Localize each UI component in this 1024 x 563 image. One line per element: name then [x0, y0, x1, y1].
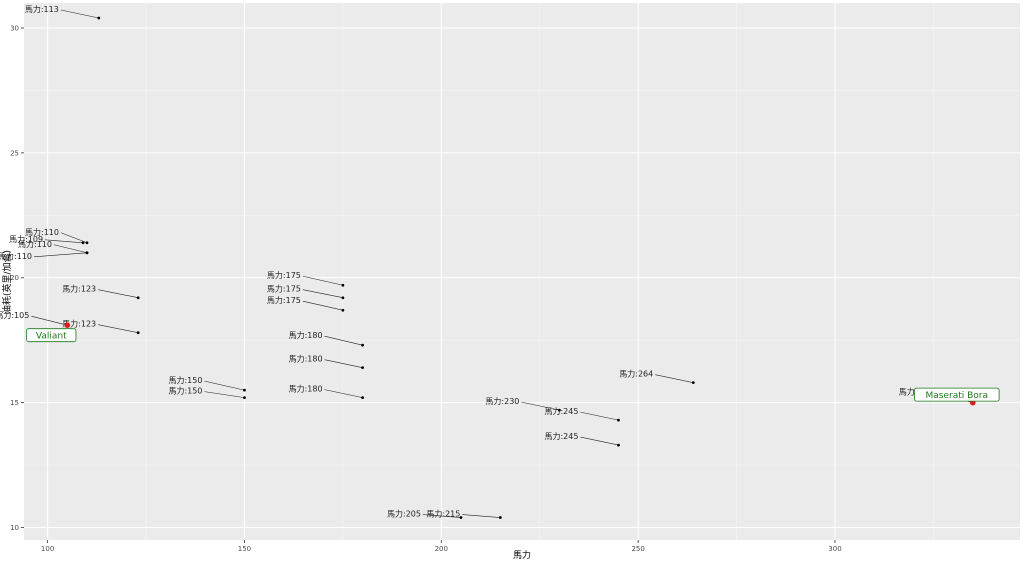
- data-point: [81, 241, 85, 245]
- highlighted-points: Valiant Maserati Bora: [26, 322, 1000, 406]
- point-label: 馬力:110: [25, 227, 59, 237]
- highlight-label: Maserati Bora: [926, 391, 989, 401]
- x-tick-label: 250: [631, 545, 644, 553]
- point-label: 馬力:215: [426, 509, 460, 519]
- point-label: 馬力:205: [387, 509, 421, 519]
- y-tick-label: 10: [10, 524, 19, 532]
- label-connector: [302, 275, 343, 286]
- point-label: 馬力:180: [289, 330, 323, 340]
- x-tick-label: 200: [435, 545, 448, 553]
- highlight-label: Valiant: [36, 331, 67, 341]
- point-labels: 馬力:113馬力:109馬力:110馬力:110馬力:110馬力:123馬力:1…: [0, 4, 933, 519]
- point-label: 馬力:123: [62, 319, 96, 329]
- label-connector: [204, 391, 245, 398]
- y-axis-title: 油耗(英里/加侖): [1, 250, 13, 314]
- data-point: [136, 331, 140, 335]
- point-label: 馬力:230: [485, 396, 519, 406]
- point-label: 馬力:180: [289, 354, 323, 364]
- label-connector: [324, 335, 363, 346]
- data-point: [691, 381, 695, 385]
- y-tick-label: 20: [10, 274, 19, 282]
- data-point: [557, 408, 561, 412]
- y-tick-label: 15: [10, 399, 19, 407]
- grid-major: [24, 3, 1020, 540]
- data-point: [341, 308, 345, 312]
- label-connector: [60, 9, 99, 19]
- label-connector: [31, 315, 68, 326]
- label-connector: [302, 289, 343, 299]
- label-connector: [53, 244, 88, 254]
- x-tick-label: 100: [41, 545, 54, 553]
- data-point: [498, 516, 502, 519]
- label-connector: [33, 252, 88, 258]
- point-label: 馬力:113: [25, 4, 59, 14]
- label-connector: [521, 401, 560, 411]
- point-label: 馬力:264: [619, 369, 653, 379]
- highlight-point: [64, 322, 71, 329]
- data-point: [97, 16, 101, 20]
- panel-background: [24, 3, 1020, 540]
- x-tick-label: 150: [238, 545, 251, 553]
- point-label: 馬力:110: [0, 251, 32, 261]
- point-label: 馬力:150: [168, 375, 202, 385]
- label-connector: [580, 411, 619, 421]
- label-connector: [462, 514, 501, 518]
- y-axis-ticks: 10 15 20 25 30: [10, 24, 24, 532]
- data-point: [243, 396, 246, 400]
- y-tick-label: 30: [10, 24, 19, 32]
- point-label: 馬力:109: [9, 234, 43, 244]
- data-point: [459, 516, 463, 519]
- data-point: [617, 418, 620, 422]
- data-point: [361, 366, 364, 370]
- data-point: [361, 396, 364, 400]
- label-connector: [580, 436, 619, 446]
- label-connector: [98, 324, 139, 333]
- label-connector: [204, 380, 245, 391]
- y-tick-label: 25: [10, 149, 19, 157]
- highlight-label-box: [26, 328, 77, 343]
- point-label: 馬力:245: [544, 406, 578, 416]
- label-connector: [302, 300, 343, 311]
- data-point: [341, 296, 345, 300]
- data-point: [136, 296, 140, 300]
- point-label: 馬力:175: [267, 270, 301, 280]
- label-connectors: [31, 9, 973, 518]
- label-connector: [60, 232, 88, 244]
- label-connector: [422, 514, 462, 518]
- point-label: 馬力:150: [168, 386, 202, 396]
- point-label: 馬力:110: [18, 239, 52, 249]
- point-label: 馬力:180: [289, 384, 323, 394]
- x-axis-ticks: 100 150 200 250 300: [41, 540, 842, 553]
- point-label: 馬力:175: [267, 284, 301, 294]
- data-point: [361, 343, 364, 347]
- label-connector: [655, 374, 694, 383]
- x-tick-label: 300: [828, 545, 841, 553]
- label-connector: [98, 289, 139, 299]
- grid-minor: [24, 3, 1020, 540]
- data-point: [341, 283, 345, 287]
- label-connector: [324, 359, 363, 368]
- highlight-label-box: [914, 387, 1000, 402]
- data-point: [85, 251, 89, 255]
- point-label: 馬力:175: [267, 295, 301, 305]
- point-label: 馬力:105: [0, 310, 29, 320]
- data-point: [617, 443, 620, 447]
- data-point: [243, 388, 246, 392]
- point-label: 馬力:123: [62, 284, 96, 294]
- x-axis-title: 馬力: [513, 549, 531, 561]
- point-label: 馬力:245: [544, 431, 578, 441]
- label-connector: [45, 239, 84, 244]
- label-connector: [324, 389, 363, 398]
- data-point: [85, 241, 89, 245]
